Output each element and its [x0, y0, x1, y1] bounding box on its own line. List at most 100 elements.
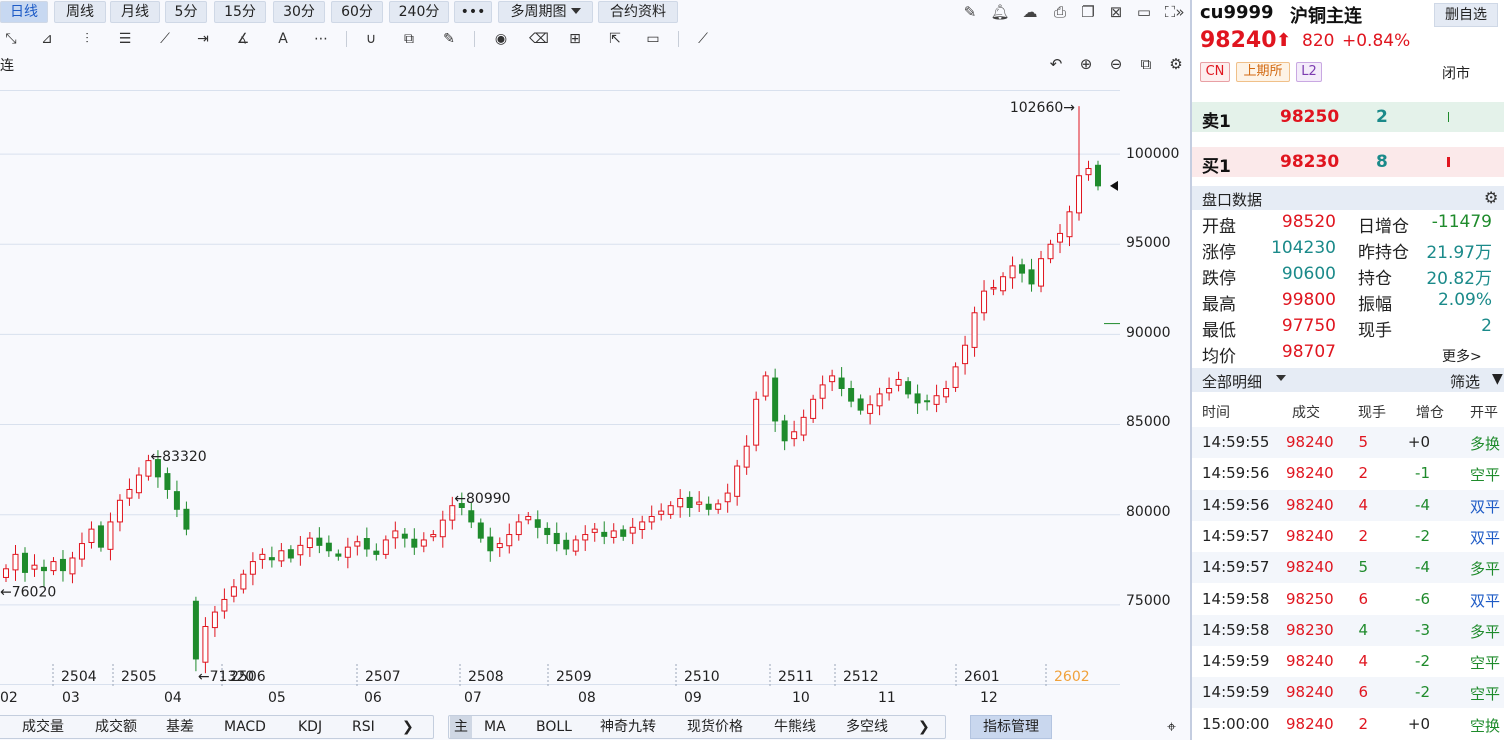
trade-row[interactable]: 14:59:59 98240 4 -2 空平 — [1192, 646, 1504, 677]
more-periods-button[interactable]: ••• — [454, 1, 492, 23]
candlestick-plot[interactable]: 2504 2505 2506 2507 2508 2509 2510 2511 2512 2601… — [0, 90, 1120, 686]
candle-body — [1047, 243, 1054, 260]
settings-icon[interactable]: ⚙ — [1484, 188, 1499, 207]
contract-info-button[interactable]: 合约资料 — [598, 1, 678, 23]
period-30min-button[interactable]: 30分 — [273, 1, 325, 23]
tab-kdj[interactable]: KDJ — [298, 719, 323, 735]
fullscreen-icon[interactable]: ⛶ — [1164, 3, 1176, 21]
eye-icon[interactable]: ◉ — [494, 31, 508, 47]
fibonacci-tool-icon[interactable]: ☰ — [118, 31, 132, 47]
layout-icon[interactable]: ⧉ — [1140, 55, 1152, 73]
tab-turnover[interactable]: 成交额 — [95, 719, 137, 735]
camera-icon[interactable]: ⎙ — [1053, 3, 1066, 21]
y-tick-label: 85000 — [1126, 414, 1171, 430]
settings-icon[interactable]: ⚙ — [1169, 55, 1183, 73]
period-240min-button[interactable]: 240分 — [389, 1, 449, 23]
trade-price: 98240 — [1286, 714, 1334, 733]
period-daily-button[interactable]: 日线 — [0, 1, 48, 23]
grid-icon[interactable]: ⊞ — [569, 31, 581, 47]
measure-tool-icon[interactable]: ⇥ — [197, 31, 209, 47]
candle-body — [1038, 258, 1045, 287]
tab-bull-bear-line[interactable]: 牛熊线 — [774, 719, 816, 735]
zoom-in-icon[interactable]: ⊕ — [1079, 55, 1093, 73]
y-tick-label: 75000 — [1126, 593, 1171, 609]
stat-label: 振幅 — [1358, 295, 1392, 315]
stat-value: 21.97万 — [1426, 243, 1492, 263]
bid-row[interactable]: 买1 98230 8 — [1192, 147, 1504, 177]
trade-row[interactable]: 14:59:57 98240 2 -2 双平 — [1192, 521, 1504, 552]
tab-macd[interactable]: MACD — [224, 719, 266, 735]
angle-tool-icon[interactable]: ∡ — [236, 31, 250, 47]
ask-row[interactable]: 卖1 98250 2 — [1192, 102, 1504, 132]
tab-rsi[interactable]: RSI — [352, 719, 375, 735]
line-tool-icon[interactable]: ⤡ — [5, 31, 17, 47]
parallel-tool-icon[interactable]: ⫶ — [85, 31, 89, 47]
candle-body — [705, 503, 712, 510]
location-pin-icon[interactable]: ⌖ — [1167, 717, 1177, 736]
delete-icon[interactable]: ⊠ — [1109, 3, 1123, 21]
magnet-icon[interactable]: ∪ — [365, 31, 377, 47]
trade-price: 98240 — [1286, 652, 1334, 671]
chevron-down-icon[interactable] — [1276, 375, 1286, 381]
tab-volume[interactable]: 成交量 — [22, 719, 64, 735]
edit-icon[interactable]: ✎ — [963, 3, 977, 21]
filter-icon[interactable]: ▼ — [1492, 371, 1503, 387]
more-tools-icon[interactable]: ⋯ — [314, 31, 328, 47]
trade-volume: 2 — [1358, 714, 1368, 733]
cloud-icon[interactable]: ☁︎ — [1022, 3, 1038, 21]
tab-ma[interactable]: MA — [484, 719, 506, 735]
bell-icon[interactable]: 🔔︎ — [990, 3, 1010, 21]
last-price: 98240 — [1200, 28, 1277, 53]
contract-tick-label: 2509 — [556, 669, 592, 685]
trade-row[interactable]: 14:59:58 98230 4 -3 多平 — [1192, 614, 1504, 646]
more-link[interactable]: 更多> — [1442, 349, 1482, 365]
trade-row[interactable]: 14:59:56 98240 2 -1 空平 — [1192, 458, 1504, 489]
remove-watchlist-button[interactable]: 删自选 — [1434, 3, 1498, 27]
detail-title[interactable]: 全部明细 — [1202, 373, 1263, 391]
trade-row[interactable]: 14:59:55 98240 5 +0 多换 — [1192, 427, 1504, 458]
trash-icon[interactable]: ⌫ — [529, 31, 549, 47]
period-5min-button[interactable]: 5分 — [165, 1, 207, 23]
polyline-tool-icon[interactable]: ⊿ — [41, 31, 53, 47]
zoom-out-icon[interactable]: ⊖ — [1109, 55, 1123, 73]
tab-basis[interactable]: 基差 — [166, 719, 194, 735]
period-weekly-button[interactable]: 周线 — [54, 1, 106, 23]
chevron-right-icon[interactable]: ❯ — [918, 719, 930, 735]
indicator-manage-button[interactable]: 指标管理 — [970, 715, 1052, 739]
bid-volume: 8 — [1376, 152, 1388, 172]
trade-oi-change: -3 — [1415, 620, 1430, 639]
tab-long-short-line[interactable]: 多空线 — [846, 719, 888, 735]
tab-boll[interactable]: BOLL — [536, 719, 572, 735]
period-monthly-button[interactable]: 月线 — [110, 1, 160, 23]
trade-row[interactable]: 14:59:58 98250 6 -6 双平 — [1192, 584, 1504, 615]
fan-tool-icon[interactable]: ⟋ — [160, 31, 170, 47]
chevron-right-icon[interactable]: ❯ — [402, 719, 414, 735]
export-icon[interactable]: ⇱ — [609, 31, 621, 47]
copy-icon[interactable]: ❐ — [1081, 3, 1095, 21]
candle-body — [553, 532, 560, 545]
period-60min-button[interactable]: 60分 — [331, 1, 383, 23]
collapse-panel-icon[interactable]: » — [1175, 3, 1185, 21]
layers-icon[interactable]: ⧉ — [404, 31, 414, 47]
ruler-icon[interactable]: ⟋ — [698, 31, 708, 47]
contract-name: 沪铜主连 — [1290, 6, 1362, 27]
text-tool-icon[interactable]: A — [278, 31, 288, 47]
trade-row[interactable]: 15:00:00 98240 2 +0 空换 — [1192, 709, 1504, 740]
period-15min-button[interactable]: 15分 — [214, 1, 266, 23]
month-tick-label: 06 — [364, 690, 382, 706]
bid-label: 买1 — [1202, 157, 1231, 177]
chart-title: 连 — [0, 58, 14, 74]
undo-icon[interactable]: ↶ — [1049, 55, 1063, 73]
trade-row[interactable]: 14:59:59 98240 6 -2 空平 — [1192, 677, 1504, 709]
candle-body — [819, 384, 826, 399]
monitor-icon[interactable]: ▭ — [1136, 3, 1152, 21]
tab-spot-price[interactable]: 现货价格 — [687, 719, 743, 735]
comment-icon[interactable]: ▭ — [646, 31, 660, 47]
trade-row[interactable]: 14:59:57 98240 5 -4 多平 — [1192, 552, 1504, 584]
multi-period-dropdown[interactable]: 多周期图 — [498, 1, 593, 23]
trade-row[interactable]: 14:59:56 98240 4 -4 双平 — [1192, 489, 1504, 521]
pencil-icon[interactable]: ✎ — [443, 31, 455, 47]
stat-label: 均价 — [1202, 347, 1236, 367]
filter-label[interactable]: 筛选 — [1450, 373, 1481, 391]
tab-td-sequential[interactable]: 神奇九转 — [600, 719, 656, 735]
